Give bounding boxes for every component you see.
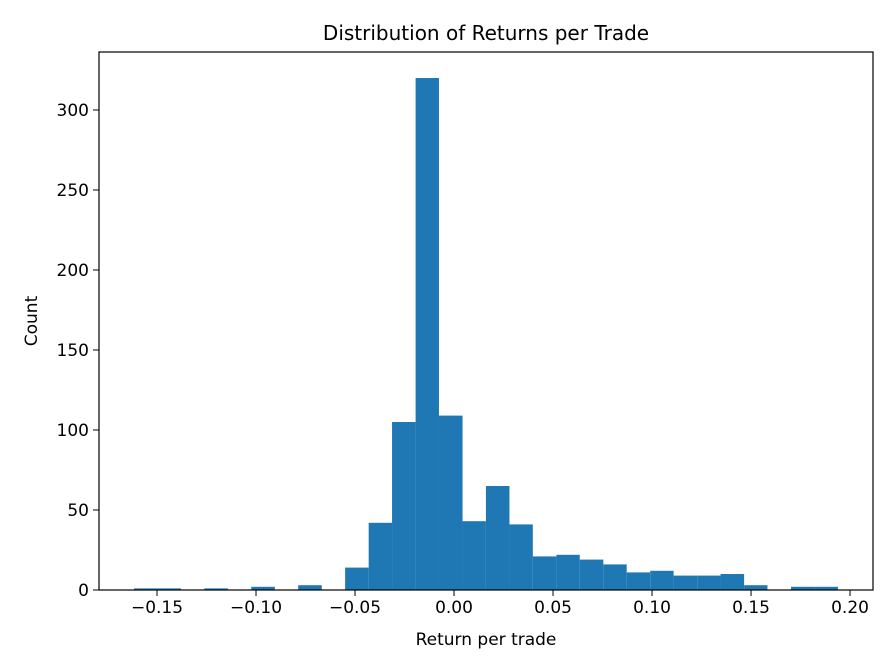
bar [650, 570, 674, 590]
bar [603, 564, 627, 590]
y-tick-label: 250 [57, 181, 89, 201]
x-tick-label: −0.10 [230, 598, 282, 618]
bar [532, 556, 557, 590]
bar [438, 415, 463, 590]
x-tick-label: 0.10 [633, 598, 671, 618]
bar [744, 585, 768, 590]
bar [485, 486, 510, 590]
plot-frame [98, 51, 874, 591]
bar [462, 521, 486, 590]
x-tick-label: −0.15 [131, 598, 183, 618]
y-tick-label: 150 [57, 341, 89, 361]
x-tick-label: 0.15 [732, 598, 770, 618]
y-tick-label: 100 [57, 421, 89, 441]
bar [392, 422, 416, 590]
bar [345, 567, 369, 590]
x-tick-label: −0.05 [329, 598, 381, 618]
x-axis-label: Return per trade [416, 630, 557, 650]
bar [298, 585, 322, 590]
chart-title: Distribution of Returns per Trade [323, 21, 649, 45]
x-tick-label: 0.05 [534, 598, 572, 618]
x-tick-label: 0.20 [831, 598, 869, 618]
bar [673, 575, 698, 590]
bar [720, 574, 745, 590]
bar [626, 572, 651, 590]
bar [251, 586, 275, 590]
bar [814, 586, 838, 590]
bar [579, 559, 604, 590]
bar [509, 524, 533, 590]
bar [556, 554, 580, 590]
y-axis-label: Count [22, 295, 42, 346]
bar [697, 575, 721, 590]
y-tick-label: 50 [67, 501, 89, 521]
bar [415, 78, 439, 590]
bar [791, 586, 815, 590]
bar [368, 522, 393, 590]
bar [134, 588, 158, 590]
bars [134, 78, 838, 590]
y-tick-label: 200 [57, 261, 89, 281]
bar [157, 588, 181, 590]
bar [204, 588, 228, 590]
x-tick-label: 0.00 [435, 598, 473, 618]
y-tick-label: 300 [57, 101, 89, 121]
y-tick-label: 0 [78, 581, 89, 601]
